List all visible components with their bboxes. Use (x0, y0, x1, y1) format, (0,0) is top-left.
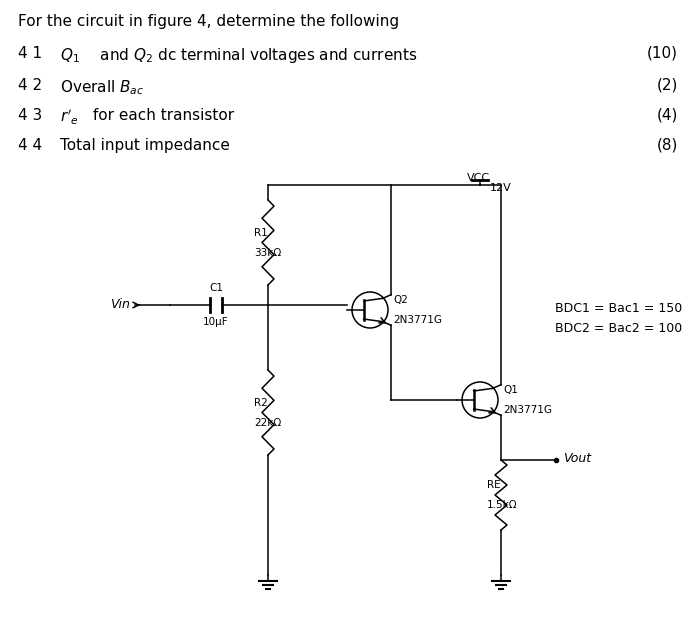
Text: (2): (2) (657, 78, 678, 93)
Text: 4 1: 4 1 (18, 46, 42, 61)
Text: (8): (8) (657, 138, 678, 153)
Text: Vin: Vin (110, 299, 130, 311)
Text: For the circuit in figure 4, determine the following: For the circuit in figure 4, determine t… (18, 14, 399, 29)
Text: $Q_1$: $Q_1$ (60, 46, 80, 65)
Text: RE: RE (487, 480, 500, 490)
Text: C1: C1 (209, 283, 223, 293)
Text: Total input impedance: Total input impedance (60, 138, 230, 153)
Text: 22kΩ: 22kΩ (254, 418, 281, 428)
Text: R2: R2 (254, 398, 267, 408)
Text: Q2: Q2 (393, 295, 408, 305)
Text: $r'_e$: $r'_e$ (60, 108, 79, 127)
Text: Vout: Vout (563, 452, 591, 466)
Text: R1: R1 (254, 227, 267, 238)
Text: 2N3771G: 2N3771G (393, 315, 442, 325)
Text: BDC2 = Bac2 = 100: BDC2 = Bac2 = 100 (555, 321, 682, 335)
Text: 33kΩ: 33kΩ (254, 248, 281, 258)
Text: Q1: Q1 (503, 385, 518, 395)
Text: and $Q_2$ dc terminal voltages and currents: and $Q_2$ dc terminal voltages and curre… (95, 46, 417, 65)
Text: 4 3: 4 3 (18, 108, 42, 123)
Text: BDC1 = Bac1 = 150: BDC1 = Bac1 = 150 (555, 302, 682, 314)
Text: 2N3771G: 2N3771G (503, 405, 552, 415)
Text: (10): (10) (647, 46, 678, 61)
Text: 12V: 12V (490, 183, 512, 193)
Text: 4 4: 4 4 (18, 138, 42, 153)
Text: VCC: VCC (466, 173, 489, 183)
Text: 10μF: 10μF (203, 317, 229, 327)
Text: (4): (4) (657, 108, 678, 123)
Text: 4 2: 4 2 (18, 78, 42, 93)
Text: for each transistor: for each transistor (88, 108, 234, 123)
Text: Overall $B_{ac}$: Overall $B_{ac}$ (60, 78, 144, 96)
Text: 1.5kΩ: 1.5kΩ (487, 500, 517, 510)
